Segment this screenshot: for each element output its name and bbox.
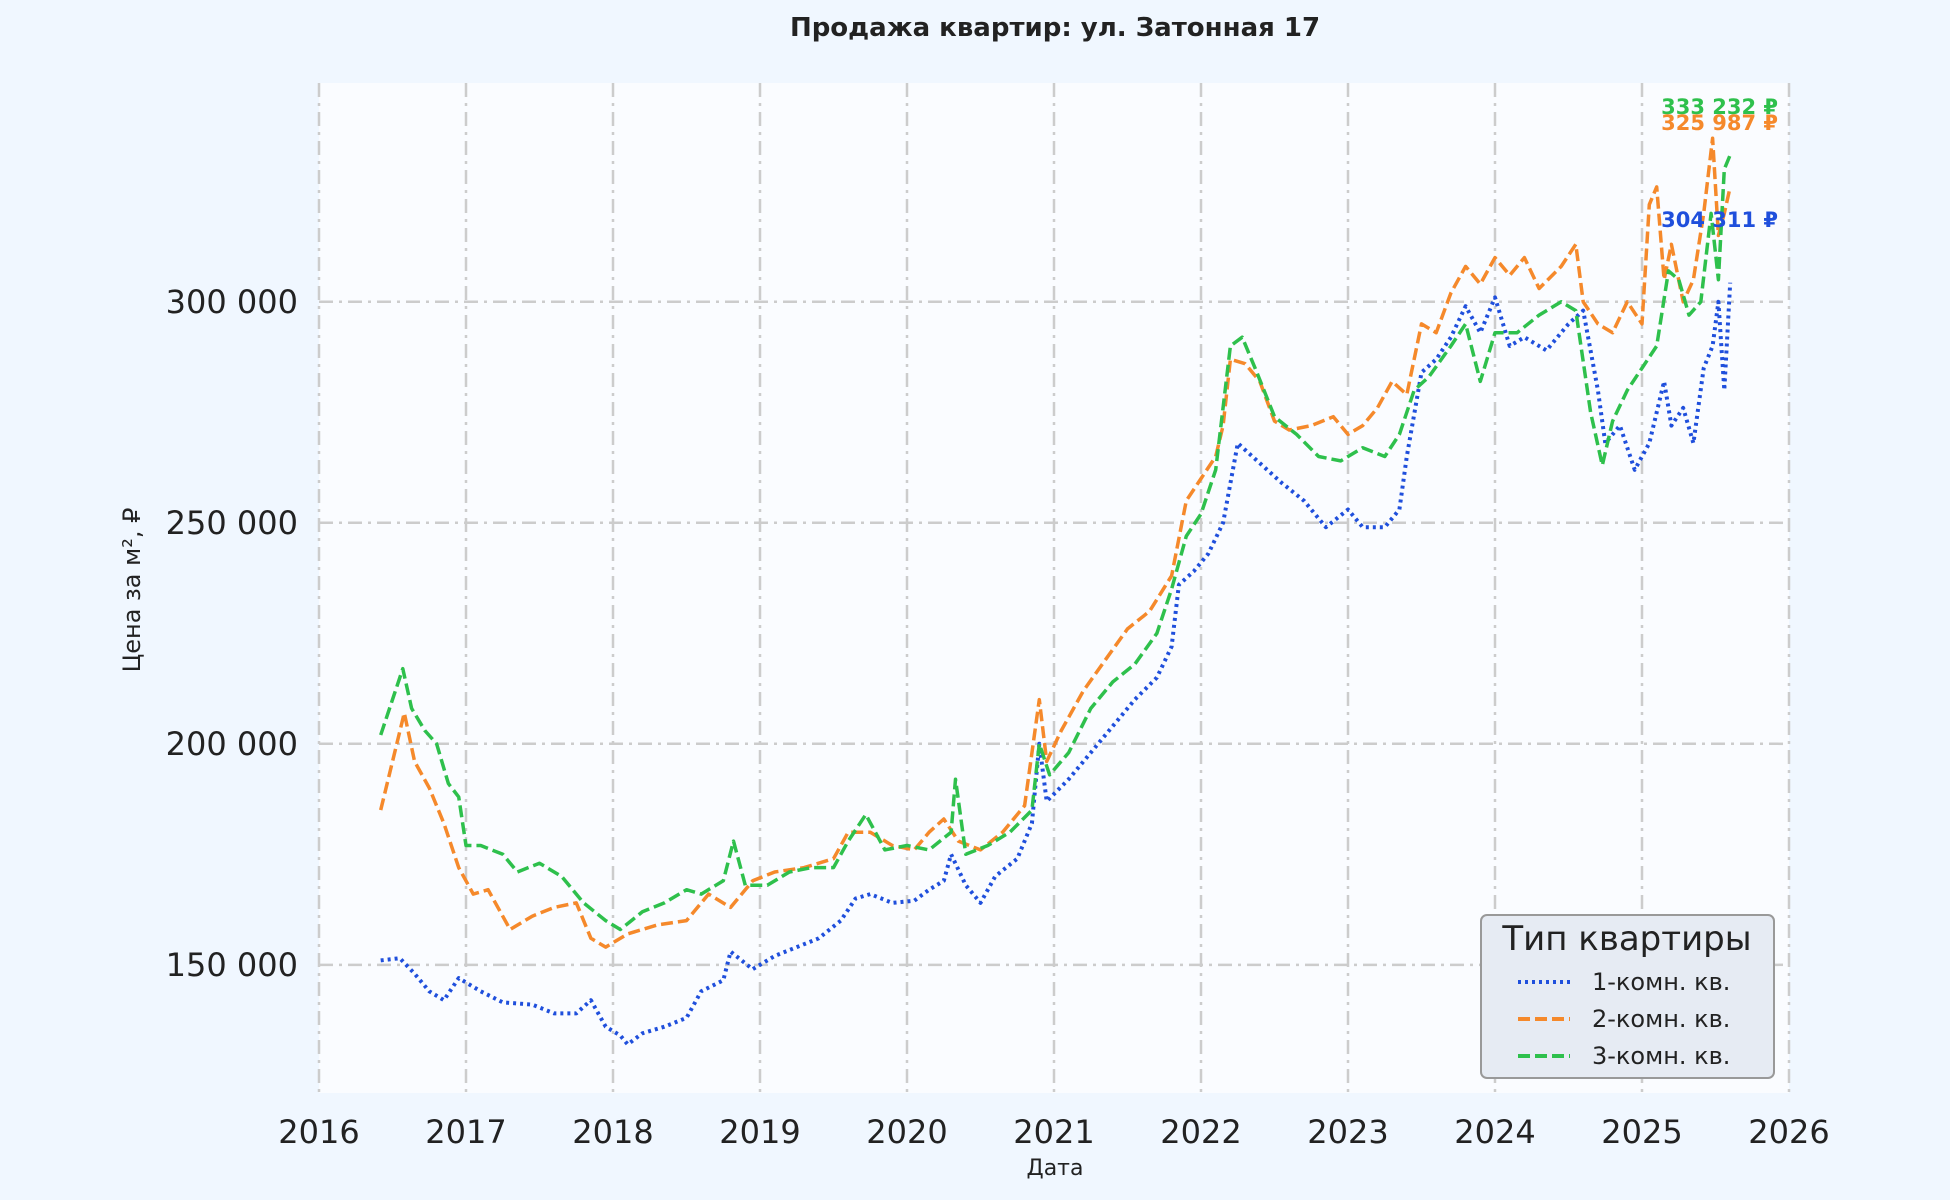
legend: Тип квартиры 1-комн. кв. 2-комн. кв. 3-ком…	[1480, 914, 1775, 1079]
x-axis-label: Дата	[1027, 1156, 1084, 1181]
legend-box	[1480, 914, 1775, 1079]
series-line-3	[379, 154, 1732, 932]
x-tick-label: 2020	[866, 1113, 947, 1151]
end-label-3: 333 232 ₽	[1661, 95, 1778, 119]
series-lines	[378, 136, 1733, 1047]
x-tick-label: 2026	[1748, 1113, 1829, 1151]
x-tick-label: 2016	[278, 1113, 359, 1151]
x-ticks: 2016 2017 2018 2019 2020 2021 2022 2023 2024 2025…	[278, 1113, 1829, 1151]
x-tick-label: 2021	[1013, 1113, 1094, 1151]
legend-label-3: 3-комн. кв.	[1592, 1042, 1730, 1070]
y-tick-label: 300 000	[166, 283, 298, 321]
y-tick-label: 200 000	[166, 725, 298, 763]
y-ticks: 150 000 200 000 250 000 300 000	[166, 283, 298, 984]
y-tick-label: 150 000	[166, 946, 298, 984]
y-tick-label: 250 000	[166, 504, 298, 542]
chart-title: Продажа квартир: ул. Затонная 17	[790, 13, 1320, 43]
legend-items: 1-комн. кв. 2-комн. кв. 3-комн. кв.	[1518, 968, 1730, 1070]
legend-title: Тип квартиры	[1501, 919, 1751, 959]
series-line-2	[378, 136, 1732, 949]
x-tick-label: 2023	[1307, 1113, 1388, 1151]
x-tick-label: 2024	[1454, 1113, 1535, 1151]
x-tick-label: 2017	[425, 1113, 506, 1151]
x-tick-label: 2019	[719, 1113, 800, 1151]
end-label-2: 325 987 ₽	[1661, 111, 1778, 135]
legend-label-2: 2-комн. кв.	[1592, 1005, 1730, 1033]
end-label-1: 304 311 ₽	[1661, 208, 1778, 232]
x-tick-label: 2025	[1601, 1113, 1682, 1151]
x-tick-label: 2018	[572, 1113, 653, 1151]
end-labels: 333 232 ₽325 987 ₽ 304 311 ₽	[1661, 95, 1778, 232]
legend-label-1: 1-комн. кв.	[1592, 968, 1730, 996]
x-tick-label: 2022	[1160, 1113, 1241, 1151]
y-axis-label: Цена за м², ₽	[118, 508, 146, 673]
